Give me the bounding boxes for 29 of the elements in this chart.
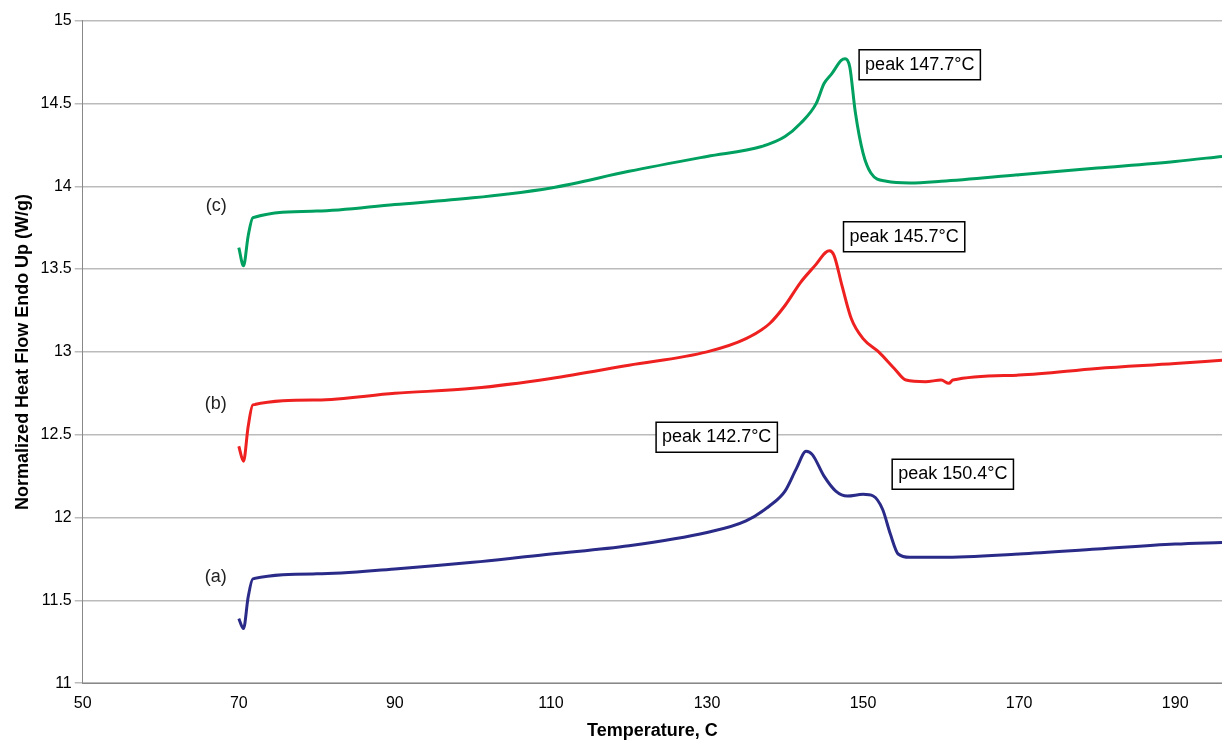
y-tick-label: 12.5 (40, 425, 72, 443)
series-label: (c) (205, 194, 227, 215)
x-tick-label: 50 (73, 694, 92, 712)
x-tick-label: 110 (538, 694, 564, 712)
line-series (237, 449, 1222, 631)
y-tick-label: 11.5 (41, 590, 72, 608)
annotation: peak 150.4°C (898, 463, 1008, 484)
line-series (237, 249, 1222, 463)
y-tick-label: 15 (53, 11, 72, 29)
x-tick-label: 170 (1005, 694, 1033, 712)
line-series (237, 57, 1222, 268)
y-axis-title: Normalized Heat Flow Endo Up (W/g) (11, 193, 32, 510)
x-tick-label: 150 (849, 694, 877, 712)
x-tick-label: 90 (385, 694, 404, 712)
y-tick-label: 14.5 (40, 93, 72, 111)
x-axis-title: Temperature, C (587, 720, 718, 741)
annotation: peak 147.7°C (865, 53, 975, 74)
y-tick-label: 12 (53, 507, 72, 525)
annotation: peak 142.7°C (662, 426, 772, 447)
x-tick-label: 70 (229, 694, 248, 712)
x-tick-label: 190 (1161, 694, 1189, 712)
series-label: (a) (204, 565, 227, 586)
x-tick-label: 130 (693, 694, 721, 712)
y-tick-label: 13 (53, 342, 72, 360)
annotation: peak 145.7°C (849, 225, 959, 246)
y-tick-label: 14 (53, 176, 72, 194)
y-tick-label: 13.5 (40, 259, 72, 277)
y-tick-label: 11 (55, 673, 72, 691)
series-label: (b) (204, 393, 227, 414)
